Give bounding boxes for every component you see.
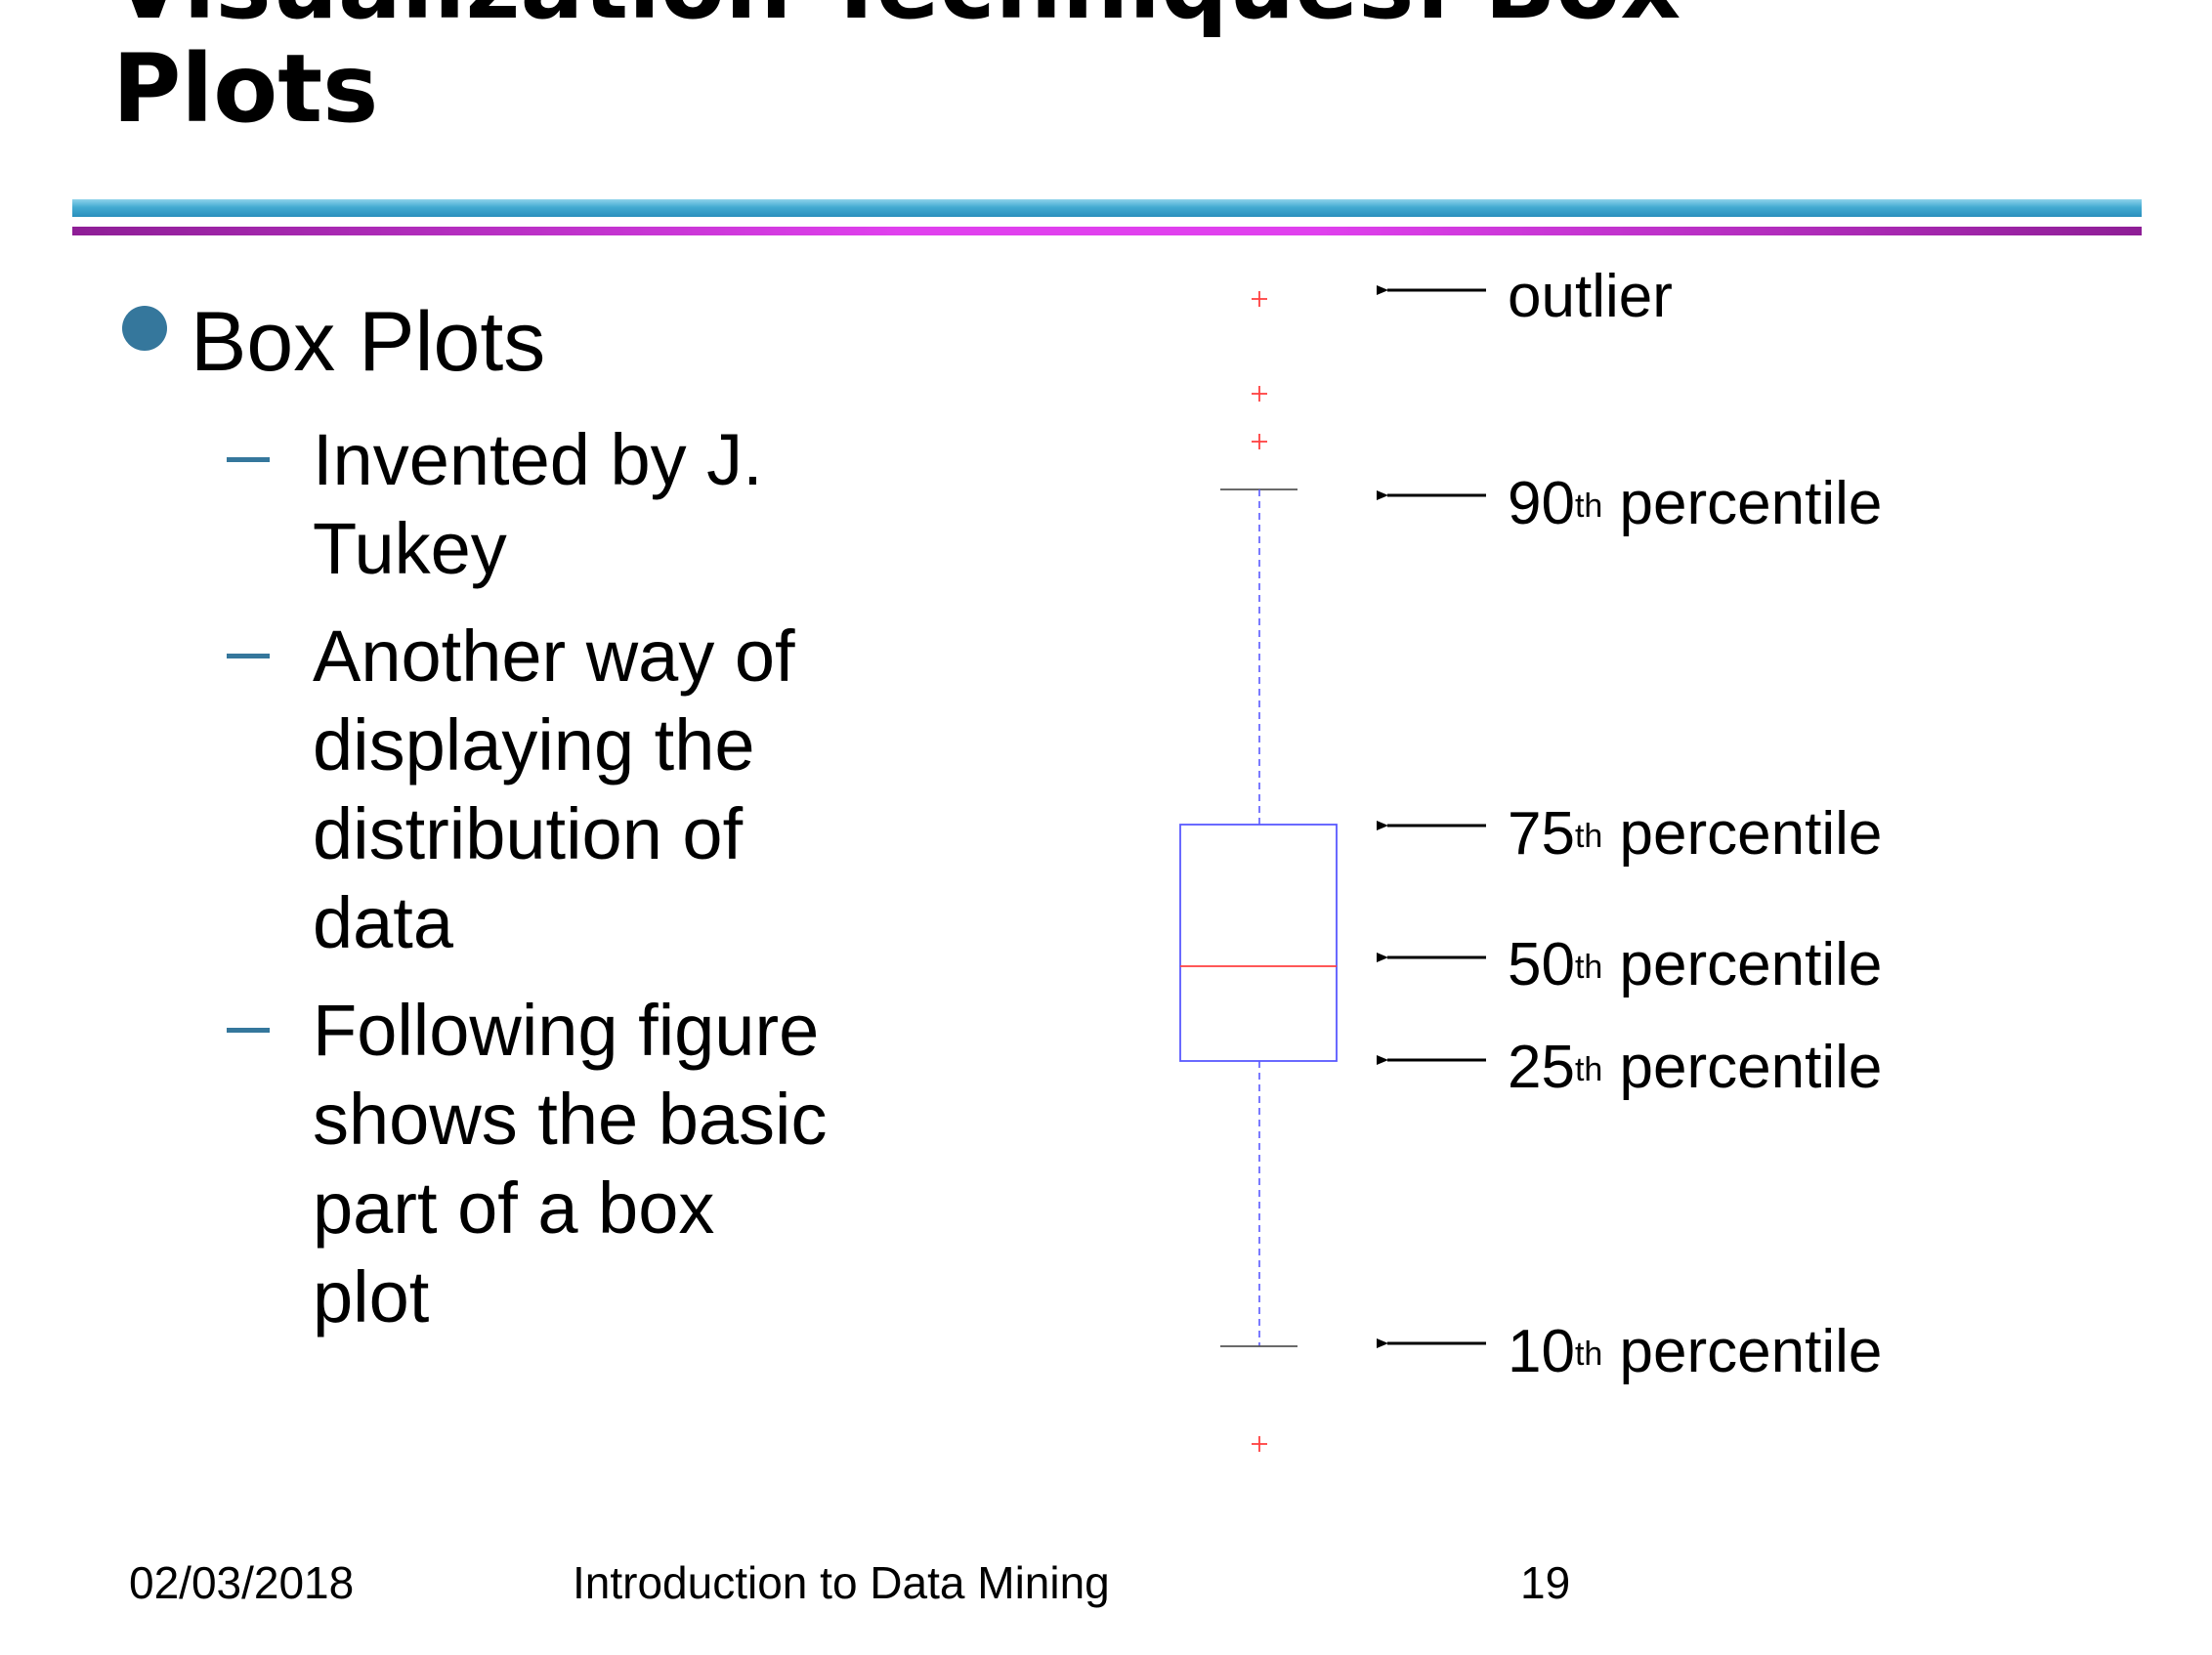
outlier-point-2: [1252, 386, 1267, 402]
title-divider-magenta: [72, 227, 2142, 235]
outlier-point-1: [1252, 291, 1267, 307]
subbullet-2: Another way of displaying the distributi…: [313, 615, 795, 963]
dash-icon: [227, 457, 270, 462]
outlier-point-4: [1252, 1436, 1267, 1452]
outlier-marks: [1252, 291, 1267, 1452]
footer-page-number: 19: [1520, 1557, 1571, 1608]
label-outlier: outlier: [1508, 263, 1673, 330]
outlier-point-3: [1252, 434, 1267, 449]
dash-icon: [227, 1028, 270, 1033]
label-90th-percentile: 90th percentile: [1508, 470, 1883, 537]
label-50th-percentile: 50th percentile: [1508, 931, 1883, 998]
label-10th-percentile: 10th percentile: [1508, 1318, 1883, 1385]
subbullet-3: Following figure shows the basic part of…: [313, 990, 828, 1337]
bullet-main-text: Box Plots: [191, 295, 546, 389]
label-25th-percentile: 25th percentile: [1508, 1034, 1883, 1101]
label-75th-percentile: 75th percentile: [1508, 800, 1883, 868]
slide-title: Visualization Techniques: Box Plots: [112, 0, 1680, 144]
footer-date: 02/03/2018: [129, 1557, 355, 1608]
subbullet-1: Invented by J. Tukey: [313, 419, 763, 589]
bullet-dot-icon: [122, 306, 167, 351]
footer-course: Introduction to Data Mining: [573, 1557, 1110, 1608]
box-iqr: [1179, 824, 1338, 1062]
title-divider-blue: [72, 199, 2142, 217]
dash-icon: [227, 654, 270, 658]
